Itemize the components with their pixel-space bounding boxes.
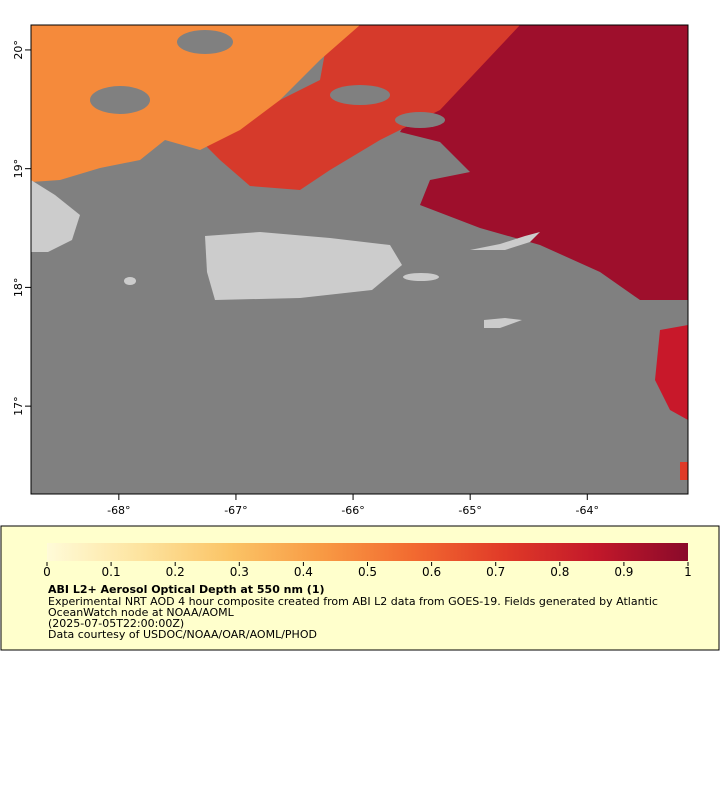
land-st-croix (484, 318, 522, 328)
colorbar-tick-label: 0 (43, 565, 51, 579)
map-frame (30, 24, 689, 495)
no-data (177, 30, 233, 54)
colorbar-tick-label: 1 (684, 565, 692, 579)
y-tick-label: 19° (12, 159, 25, 179)
colorbar (47, 543, 688, 561)
y-tick-label: 17° (12, 396, 25, 416)
land-virgin-islands (470, 232, 540, 250)
no-data (90, 86, 150, 114)
y-tick-label: 18° (12, 278, 25, 298)
land-hispaniola (31, 180, 80, 252)
x-tick-label: -66° (341, 504, 364, 517)
legend-line: (2025-07-05T22:00:00Z) (48, 617, 184, 630)
colorbar-tick-label: 0.6 (422, 565, 441, 579)
aod-edge (680, 462, 688, 480)
colorbar-tick-label: 0.1 (102, 565, 121, 579)
aod-high (400, 25, 688, 300)
colorbar-tick-label: 0.5 (358, 565, 377, 579)
colorbar-tick-label: 0.9 (614, 565, 633, 579)
land-mona (124, 277, 136, 285)
x-tick-label: -68° (107, 504, 130, 517)
land-puerto-rico (205, 232, 402, 300)
no-data (330, 85, 390, 105)
aod-mid (190, 25, 520, 190)
colorbar-tick-label: 0.8 (550, 565, 569, 579)
map (31, 25, 688, 494)
legend-line: Experimental NRT AOD 4 hour composite cr… (48, 595, 658, 608)
aod-edge (655, 325, 688, 420)
no-data (395, 112, 445, 128)
x-tick-label: -65° (458, 504, 481, 517)
y-tick-label: 20° (12, 40, 25, 60)
x-tick-label: -64° (576, 504, 599, 517)
legend-title: ABI L2+ Aerosol Optical Depth at 550 nm … (48, 583, 325, 596)
aod-low (31, 25, 360, 182)
colorbar-tick-label: 0.7 (486, 565, 505, 579)
legend-line: OceanWatch node at NOAA/AOML (48, 606, 235, 619)
colorbar-tick-label: 0.4 (294, 565, 313, 579)
x-tick-label: -67° (224, 504, 247, 517)
colorbar-tick-label: 0.3 (230, 565, 249, 579)
colorbar-tick-label: 0.2 (166, 565, 185, 579)
legend-line: Data courtesy of USDOC/NOAA/OAR/AOML/PHO… (48, 628, 317, 641)
land-vieques (403, 273, 439, 281)
